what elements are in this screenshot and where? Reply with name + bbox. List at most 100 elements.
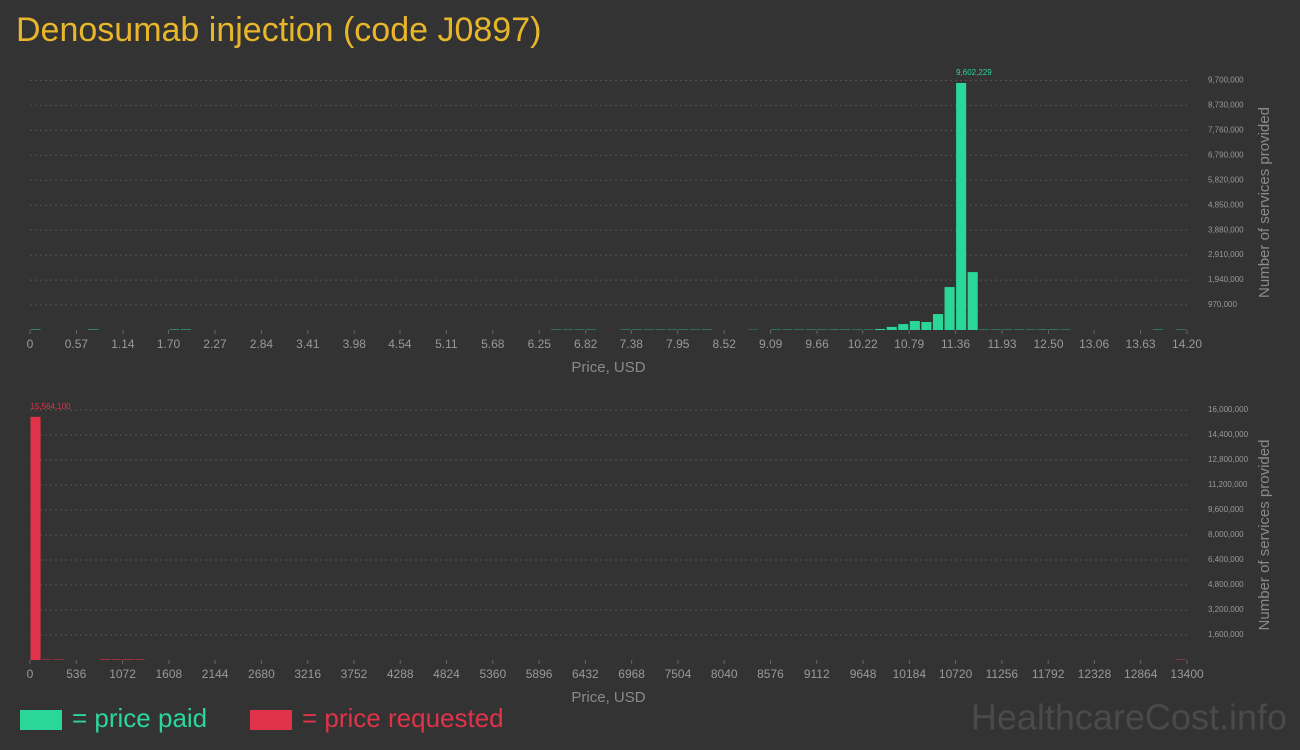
bar [909, 320, 920, 330]
x-tick-label: 9.66 [805, 337, 829, 351]
bar [180, 329, 191, 330]
x-tick-label: 12.50 [1033, 337, 1063, 351]
bar [956, 82, 967, 330]
y-tick-label: 9,700,000 [1208, 76, 1244, 85]
bar [932, 314, 944, 330]
x-tick-label: 0.57 [65, 337, 89, 351]
page-title: Denosumab injection (code J0897) [16, 11, 541, 49]
x-tick-label: 3.98 [343, 337, 367, 351]
bar [30, 329, 41, 330]
y-tick-label: 14,400,000 [1208, 430, 1249, 439]
x-tick-label: 2.27 [203, 337, 227, 351]
x-tick-label: 14.20 [1172, 337, 1202, 351]
legend-swatch [250, 710, 292, 730]
legend-label: = price paid [72, 703, 207, 733]
bar [886, 326, 897, 330]
bar [99, 659, 110, 660]
bar [967, 272, 978, 330]
y-tick-label: 6,400,000 [1208, 555, 1244, 564]
x-tick-label: 8040 [711, 667, 738, 681]
x-tick-label: 11256 [986, 667, 1019, 681]
x-tick-label: 12864 [1124, 667, 1158, 681]
x-tick-label: 2144 [202, 667, 229, 681]
bar [111, 659, 122, 660]
y-axis-title: Number of services provided [1256, 107, 1273, 298]
y-tick-label: 9,600,000 [1208, 505, 1244, 514]
x-tick-label: 7504 [665, 667, 692, 681]
y-tick-label: 3,880,000 [1208, 225, 1244, 234]
bar [169, 329, 180, 330]
x-tick-label: 0 [27, 337, 34, 351]
x-tick-label: 0 [27, 667, 34, 681]
bar [30, 416, 41, 660]
bar [944, 287, 955, 330]
x-tick-label: 3216 [294, 667, 321, 681]
x-tick-label: 10720 [939, 667, 973, 681]
x-tick-label: 7.38 [620, 337, 644, 351]
x-tick-label: 1.70 [157, 337, 181, 351]
y-tick-label: 970,000 [1208, 300, 1237, 309]
y-tick-label: 4,850,000 [1208, 200, 1244, 209]
x-tick-label: 12328 [1078, 667, 1112, 681]
y-tick-label: 1,940,000 [1208, 275, 1244, 284]
watermark: HealthcareCost.info [971, 697, 1287, 738]
x-tick-label: 5.68 [481, 337, 505, 351]
bar [134, 659, 145, 660]
x-axis-title: Price, USD [571, 689, 645, 706]
x-tick-label: 8.52 [713, 337, 737, 351]
legend-swatch [20, 710, 62, 730]
x-tick-label: 536 [66, 667, 86, 681]
x-tick-label: 1608 [155, 667, 182, 681]
x-tick-label: 5896 [526, 667, 553, 681]
x-tick-label: 9648 [850, 667, 877, 681]
legend-label: = price requested [302, 703, 504, 733]
x-tick-label: 10184 [893, 667, 927, 681]
y-tick-label: 6,790,000 [1208, 150, 1244, 159]
x-tick-label: 11.93 [987, 337, 1016, 351]
x-tick-label: 6968 [618, 667, 645, 681]
y-tick-label: 8,000,000 [1208, 530, 1244, 539]
data-label: 15,564,100 [31, 402, 72, 411]
x-tick-label: 4824 [433, 667, 460, 681]
x-tick-label: 4288 [387, 667, 414, 681]
x-tick-label: 8576 [757, 667, 784, 681]
x-tick-label: 13.63 [1126, 337, 1156, 351]
x-tick-label: 13.06 [1079, 337, 1109, 351]
bar [875, 328, 886, 330]
y-axis-title: Number of services provided [1256, 440, 1273, 631]
x-tick-label: 6432 [572, 667, 599, 681]
y-tick-label: 4,800,000 [1208, 580, 1244, 589]
y-tick-label: 3,200,000 [1208, 605, 1244, 614]
x-tick-label: 5360 [479, 667, 506, 681]
data-label: 9,602,229 [956, 68, 992, 77]
x-tick-label: 9.09 [759, 337, 783, 351]
x-tick-label: 2680 [248, 667, 275, 681]
y-tick-label: 16,000,000 [1208, 405, 1249, 414]
x-tick-label: 11.36 [941, 337, 970, 351]
x-tick-label: 4.54 [388, 337, 412, 351]
x-tick-label: 6.82 [574, 337, 598, 351]
x-tick-label: 11792 [1032, 667, 1065, 681]
y-tick-label: 12,800,000 [1208, 455, 1249, 464]
y-tick-label: 5,820,000 [1208, 175, 1244, 184]
bar [921, 322, 932, 330]
x-tick-label: 3.41 [296, 337, 320, 351]
y-tick-label: 8,730,000 [1208, 101, 1244, 110]
x-tick-label: 3752 [341, 667, 368, 681]
x-tick-label: 5.11 [435, 337, 458, 351]
bar [123, 659, 134, 660]
bar [898, 324, 909, 330]
x-tick-label: 13400 [1170, 667, 1204, 681]
x-axis-title: Price, USD [571, 359, 645, 376]
x-tick-label: 6.25 [528, 337, 552, 351]
y-tick-label: 11,200,000 [1208, 480, 1248, 489]
y-tick-label: 7,760,000 [1208, 125, 1244, 134]
x-tick-label: 1072 [109, 667, 136, 681]
x-tick-label: 10.79 [894, 337, 924, 351]
x-tick-label: 7.95 [666, 337, 690, 351]
x-tick-label: 2.84 [250, 337, 274, 351]
bar [88, 329, 99, 330]
y-tick-label: 1,600,000 [1208, 630, 1244, 639]
x-tick-label: 1.14 [111, 337, 135, 351]
